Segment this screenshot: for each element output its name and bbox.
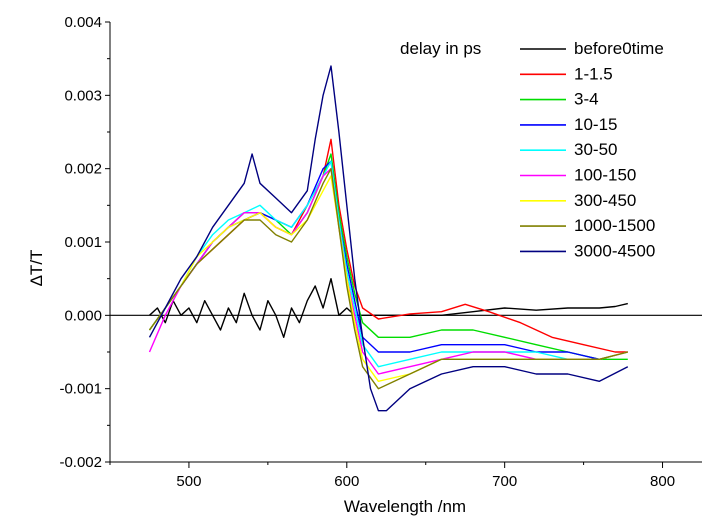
x-tick-label: 500 — [176, 473, 201, 490]
legend-label: 1000-1500 — [574, 216, 655, 235]
series-line-100-150 — [148, 168, 628, 375]
y-tick-label: -0.001 — [59, 381, 102, 398]
y-tick-label: 0.003 — [64, 87, 102, 104]
legend-label: 10-15 — [574, 115, 617, 134]
y-tick-label: 0.002 — [64, 161, 102, 178]
legend-label: 30-50 — [574, 140, 617, 159]
legend-label: 1-1.5 — [574, 64, 613, 83]
y-tick-label: 0.001 — [64, 234, 102, 251]
y-axis-title: ΔT/T — [27, 250, 46, 287]
series-line-300-450 — [148, 175, 628, 382]
y-tick-label: 0.004 — [64, 14, 102, 31]
y-axis: -0.002 -0.001 0.000 0.001 0.002 0.003 0.004 — [59, 14, 110, 471]
legend-label: 3-4 — [574, 90, 599, 109]
legend-label: 300-450 — [574, 191, 636, 210]
series-line-30-50 — [148, 160, 628, 368]
series-line-1-1.5 — [148, 138, 628, 353]
y-tick-label: 0.000 — [64, 307, 102, 324]
y-tick-label: -0.002 — [59, 454, 102, 471]
series-line-1000-1500 — [148, 168, 628, 390]
legend-label: 3000-4500 — [574, 241, 655, 260]
x-axis-title: Wavelength /nm — [344, 497, 466, 516]
legend: delay in ps before0time 1-1.5 3-4 10-15 30-5… — [400, 39, 664, 260]
legend-title: delay in ps — [400, 39, 481, 58]
series-layer — [110, 65, 702, 412]
legend-label: 100-150 — [574, 166, 636, 185]
x-tick-label: 700 — [492, 473, 517, 490]
series-line-3000-4500 — [148, 65, 629, 412]
x-axis: 500 600 700 800 — [109, 462, 675, 490]
x-tick-label: 800 — [650, 473, 675, 490]
series-line-before0time — [149, 278, 628, 338]
x-tick-label: 600 — [334, 473, 359, 490]
legend-label: before0time — [574, 39, 664, 58]
